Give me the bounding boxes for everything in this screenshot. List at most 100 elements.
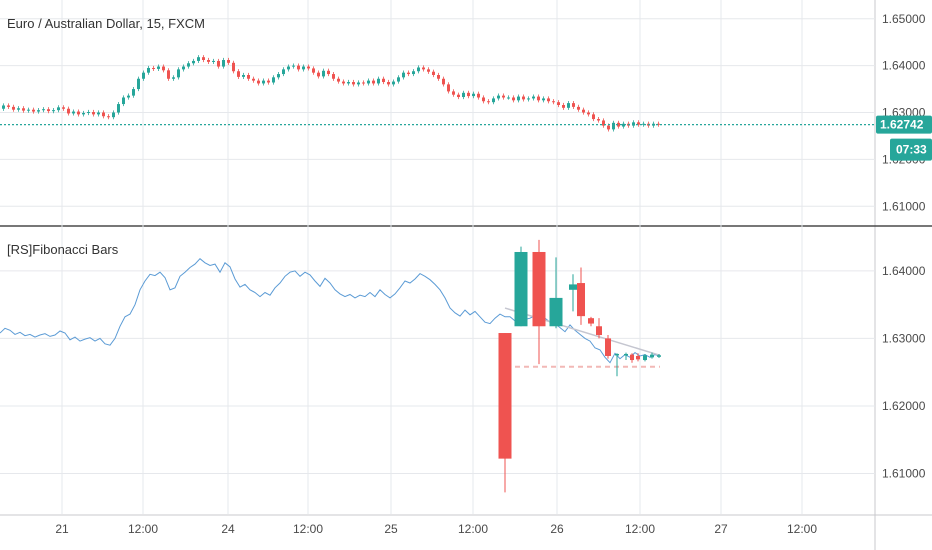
time-axis-tick-label: 26 — [550, 522, 564, 536]
fib-bar-body — [636, 355, 640, 360]
main-candle-body — [182, 66, 185, 70]
fib-bar-body — [596, 326, 602, 336]
indicator-price-tick-label: 1.61000 — [882, 466, 926, 480]
last-price-value: 1.62742 — [880, 118, 924, 132]
main-candle-body — [457, 94, 460, 98]
main-candle-body — [417, 67, 420, 72]
main-candle-body — [287, 66, 290, 70]
main-candle-body — [422, 67, 425, 70]
main-candle-body — [222, 60, 225, 67]
main-candle-body — [462, 92, 465, 98]
main-candle-body — [52, 110, 55, 112]
main-candle-body — [232, 62, 235, 72]
main-candle-body — [277, 74, 280, 78]
main-candle-body — [377, 78, 380, 84]
time-axis-tick-label: 12:00 — [458, 522, 488, 536]
main-candle-body — [322, 70, 325, 77]
main-candle-body — [252, 78, 255, 81]
main-candle-body — [612, 122, 615, 130]
main-candle-body — [17, 108, 20, 110]
main-candle-body — [302, 66, 305, 70]
main-candle-body — [77, 111, 80, 115]
main-candle-body — [62, 107, 65, 109]
indicator-title[interactable]: [RS]Fibonacci Bars — [7, 242, 119, 257]
main-candle-body — [622, 123, 625, 127]
main-candle-body — [437, 75, 440, 79]
main-candle-body — [202, 57, 205, 60]
main-candle-body — [27, 109, 30, 111]
main-candle-body — [502, 95, 505, 98]
fib-bar-body — [650, 354, 654, 358]
grid-lines — [0, 0, 875, 514]
main-candle-body — [607, 125, 610, 130]
main-candle-body — [197, 57, 200, 61]
main-candle-body — [557, 102, 560, 105]
fib-bar-body — [657, 355, 661, 357]
time-axis-tick-label: 12:00 — [128, 522, 158, 536]
main-chart-title[interactable]: Euro / Australian Dollar, 15, FXCM — [7, 16, 205, 31]
main-candle-body — [32, 109, 35, 112]
main-candle-body — [562, 105, 565, 108]
main-candle-body — [207, 60, 210, 62]
main-candle-body — [227, 60, 230, 63]
main-candle-body — [37, 110, 40, 112]
main-candle-body — [637, 122, 640, 125]
main-candle-body — [342, 81, 345, 84]
trend-line — [504, 307, 661, 357]
main-candle-body — [102, 112, 105, 117]
fib-bar-body — [643, 355, 647, 361]
main-candle-body — [402, 72, 405, 78]
main-candle-body — [187, 63, 190, 67]
main-price-tick-label: 1.64000 — [882, 59, 926, 73]
main-candle-body — [127, 95, 130, 98]
main-candle-body — [122, 97, 125, 105]
main-candle-body — [472, 93, 475, 97]
bar-countdown: 07:33 — [896, 143, 927, 157]
main-candle-body — [312, 68, 315, 73]
main-candle-body — [177, 69, 180, 78]
main-candle-body — [542, 98, 545, 101]
main-candle-body — [307, 66, 310, 69]
fib-bar-body — [624, 353, 628, 356]
main-candle-body — [617, 122, 620, 127]
main-price-tick-label: 1.65000 — [882, 12, 926, 26]
main-candle-body — [87, 112, 90, 114]
fib-bar-body — [549, 297, 563, 327]
main-candle-body — [142, 72, 145, 79]
fibonacci-bars — [498, 239, 661, 493]
main-candle-body — [447, 84, 450, 92]
main-candle-body — [632, 122, 635, 126]
indicator-price-ticks: 1.64000 1.63000 1.62000 1.61000 — [882, 264, 926, 481]
main-candle-body — [107, 116, 110, 118]
main-candle-body — [552, 101, 555, 103]
main-candle-body — [467, 92, 470, 97]
main-candle-body — [432, 71, 435, 75]
fib-bar-body — [569, 284, 577, 290]
main-candle-body — [487, 101, 490, 103]
time-axis-tick-label: 21 — [55, 522, 69, 536]
fib-bar-body — [532, 251, 546, 327]
main-candle-body — [257, 80, 260, 84]
main-candle-body — [317, 72, 320, 77]
time-axis-tick-label: 12:00 — [625, 522, 655, 536]
main-candle-body — [517, 96, 520, 101]
main-candle-body — [547, 98, 550, 102]
main-candle-body — [602, 120, 605, 126]
main-candle-body — [582, 109, 585, 113]
main-candle-body — [527, 98, 530, 100]
main-candle-body — [167, 70, 170, 79]
main-candle-body — [92, 112, 95, 115]
time-axis-ticks: 21 12:00 24 12:00 25 12:00 26 12:00 27 12:00 — [55, 522, 817, 536]
main-candle-body — [522, 96, 525, 100]
main-candle-body — [532, 96, 535, 99]
main-candle-body — [112, 112, 115, 118]
main-candle-body — [572, 103, 575, 107]
main-candle-body — [152, 67, 155, 69]
main-candle-body — [592, 114, 595, 120]
main-candle-body — [512, 97, 515, 101]
main-candle-body — [642, 123, 645, 125]
main-candle-body — [262, 80, 265, 84]
main-candle-body — [442, 78, 445, 85]
